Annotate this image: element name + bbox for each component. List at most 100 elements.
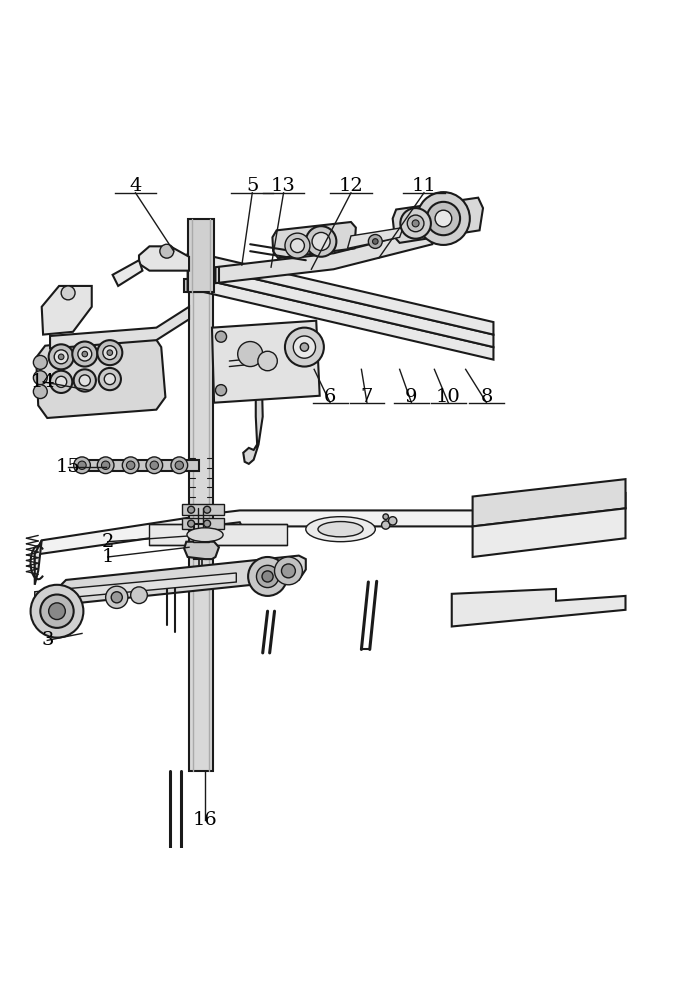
Circle shape [150, 461, 158, 469]
Circle shape [188, 520, 195, 527]
Circle shape [78, 461, 86, 469]
Text: 3: 3 [41, 631, 54, 649]
Text: 6: 6 [324, 388, 336, 406]
Circle shape [56, 376, 67, 387]
Bar [189, 288, 213, 771]
Text: 7: 7 [361, 388, 373, 406]
Circle shape [204, 520, 211, 527]
Circle shape [74, 369, 96, 392]
Circle shape [82, 351, 88, 357]
Circle shape [111, 592, 122, 603]
Polygon shape [184, 542, 219, 559]
Circle shape [238, 342, 263, 367]
Polygon shape [452, 589, 626, 626]
Text: 1: 1 [101, 548, 114, 566]
Circle shape [427, 202, 460, 235]
Circle shape [312, 232, 330, 250]
Text: 10: 10 [436, 388, 461, 406]
Text: 12: 12 [338, 177, 363, 195]
Text: 9: 9 [405, 388, 418, 406]
Circle shape [97, 340, 122, 365]
Circle shape [33, 385, 47, 399]
Circle shape [160, 244, 174, 258]
Polygon shape [188, 279, 493, 360]
Text: 5: 5 [246, 177, 259, 195]
Text: 16: 16 [193, 811, 218, 829]
Circle shape [49, 344, 74, 369]
Bar [182, 518, 224, 529]
Text: 13: 13 [271, 177, 296, 195]
Bar [193, 533, 208, 542]
Circle shape [33, 355, 47, 369]
Polygon shape [50, 307, 189, 348]
Circle shape [175, 461, 183, 469]
Ellipse shape [187, 528, 223, 542]
Ellipse shape [318, 522, 363, 537]
Circle shape [215, 385, 227, 396]
Circle shape [383, 514, 389, 519]
Polygon shape [35, 540, 42, 585]
Circle shape [188, 506, 195, 513]
Circle shape [306, 226, 336, 257]
Polygon shape [36, 335, 165, 418]
Circle shape [101, 461, 110, 469]
Polygon shape [272, 222, 356, 258]
Polygon shape [59, 556, 306, 604]
Bar [182, 504, 224, 515]
Text: 14: 14 [31, 373, 56, 391]
Bar [149, 524, 287, 545]
Circle shape [122, 457, 139, 474]
Circle shape [31, 585, 83, 638]
Text: 2: 2 [101, 533, 114, 551]
Circle shape [293, 336, 316, 358]
Circle shape [389, 517, 397, 525]
Circle shape [50, 371, 72, 393]
Circle shape [412, 220, 419, 227]
Polygon shape [188, 254, 493, 335]
Circle shape [256, 565, 279, 588]
Text: 11: 11 [411, 177, 436, 195]
Circle shape [103, 346, 117, 360]
Circle shape [146, 457, 163, 474]
Polygon shape [393, 198, 483, 243]
Circle shape [104, 374, 115, 385]
Polygon shape [35, 493, 626, 571]
Circle shape [300, 343, 309, 351]
Circle shape [291, 239, 304, 253]
Circle shape [97, 457, 114, 474]
Circle shape [74, 457, 90, 474]
Circle shape [78, 347, 92, 361]
Bar [184, 279, 219, 292]
Polygon shape [473, 508, 626, 557]
Circle shape [248, 557, 287, 596]
Polygon shape [215, 229, 432, 283]
Circle shape [107, 350, 113, 355]
Circle shape [61, 286, 75, 300]
Ellipse shape [306, 517, 375, 542]
Circle shape [215, 331, 227, 342]
Circle shape [171, 457, 188, 474]
Circle shape [368, 235, 382, 248]
Polygon shape [348, 228, 403, 248]
Circle shape [40, 595, 74, 628]
Circle shape [285, 328, 324, 367]
Polygon shape [139, 246, 189, 271]
Circle shape [79, 375, 90, 386]
Circle shape [72, 342, 97, 367]
Bar [194, 524, 206, 559]
Circle shape [204, 506, 211, 513]
Circle shape [400, 208, 431, 239]
Circle shape [262, 571, 273, 582]
Polygon shape [473, 479, 626, 526]
Circle shape [99, 368, 121, 390]
Circle shape [275, 557, 302, 585]
Circle shape [33, 371, 47, 385]
Circle shape [407, 215, 424, 232]
Circle shape [58, 354, 64, 360]
Polygon shape [243, 330, 263, 464]
Polygon shape [35, 573, 236, 601]
Text: 15: 15 [56, 458, 81, 476]
Polygon shape [188, 266, 493, 347]
Circle shape [417, 192, 470, 245]
Circle shape [131, 587, 147, 604]
